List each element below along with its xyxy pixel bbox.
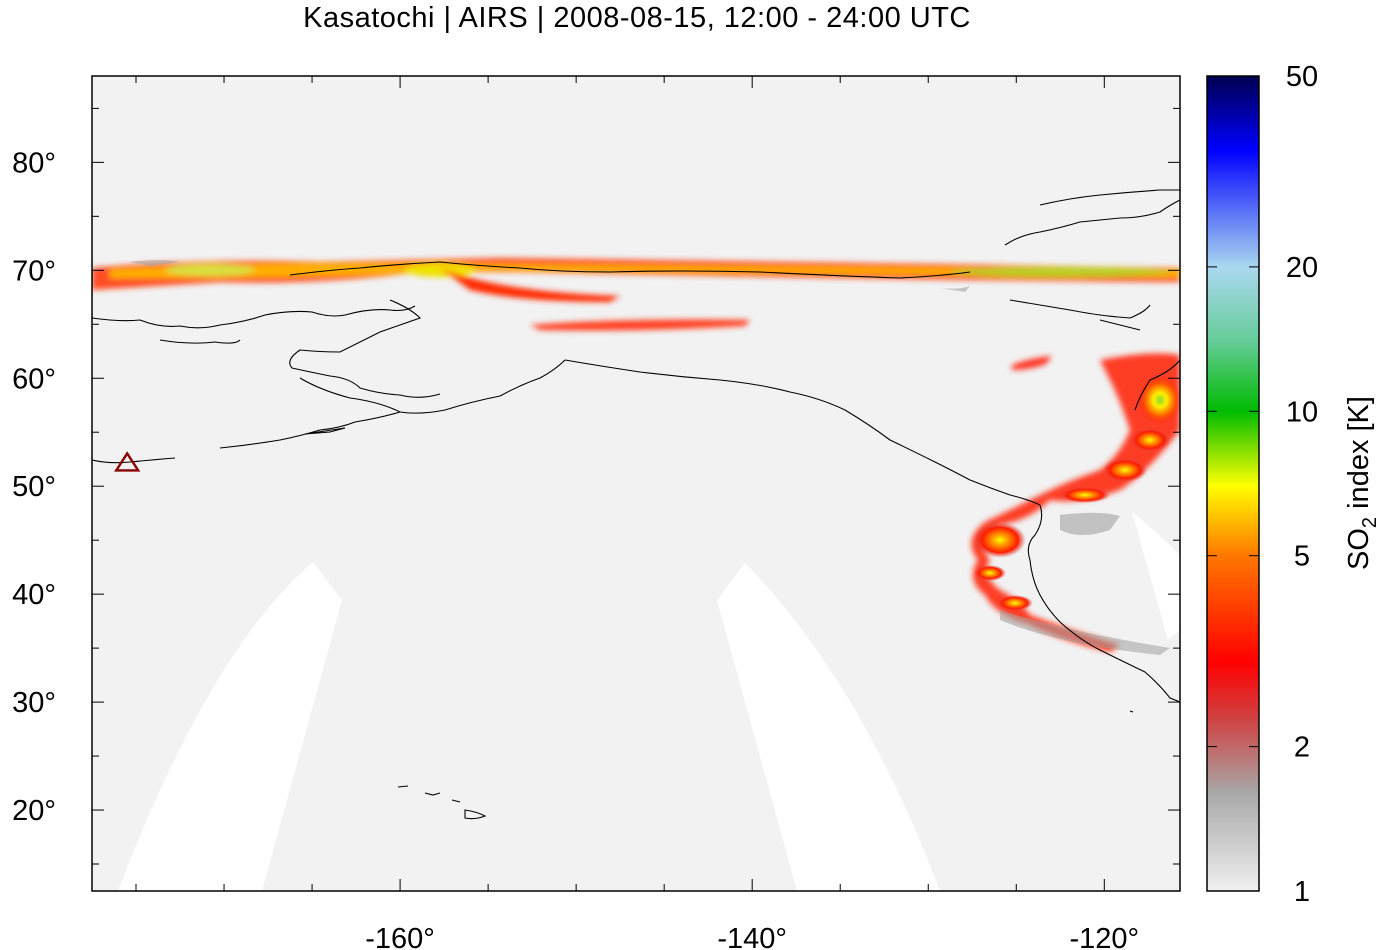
colorbar-tick-label: 2 <box>1294 732 1310 764</box>
colorbar-tick-label: 50 <box>1286 61 1318 93</box>
lat-tick-label: 60° <box>12 363 56 395</box>
lat-tick-label: 40° <box>12 579 56 611</box>
map-panel <box>92 76 1180 891</box>
map-frame <box>91 75 1181 892</box>
colorbar-ticks: 1 2 5 10 20 50 <box>1207 61 1318 908</box>
colorbar-gradient <box>1207 76 1259 891</box>
colorbar-frame <box>1206 75 1260 892</box>
kasatochi-volcano-marker <box>114 451 141 472</box>
lon-tick-label: -140° <box>717 923 787 950</box>
lon-tick-label: -120° <box>1069 923 1139 950</box>
colorbar-label: SO2 index [K] <box>1343 396 1377 570</box>
coastlines <box>92 189 1180 820</box>
latitude-axis: 80° 70° 60° 50° 40° 30° 20° <box>12 147 56 827</box>
colorbar-tick-label: 10 <box>1286 396 1318 428</box>
map-title: Kasatochi | AIRS | 2008-08-15, 12:00 - 2… <box>303 2 971 34</box>
lon-tick-label: -160° <box>365 923 435 950</box>
lat-tick-label: 50° <box>12 471 56 503</box>
lat-tick-label: 80° <box>12 147 56 179</box>
colorbar-tick-label: 1 <box>1294 876 1310 908</box>
no-data-gaps <box>118 512 1180 891</box>
map-minor-ticks <box>92 76 1180 891</box>
lat-tick-label: 20° <box>12 795 56 827</box>
colorbar-tick-label: 20 <box>1286 252 1318 284</box>
colorbar: 1 2 5 10 20 50 SO2 index [K] <box>1206 61 1377 908</box>
so2-plume-field <box>92 258 1180 655</box>
colorbar-tick-label: 5 <box>1294 541 1310 573</box>
lat-tick-label: 30° <box>12 687 56 719</box>
lat-tick-label: 70° <box>12 255 56 287</box>
longitude-axis: -160° -140° -120° <box>365 923 1139 950</box>
